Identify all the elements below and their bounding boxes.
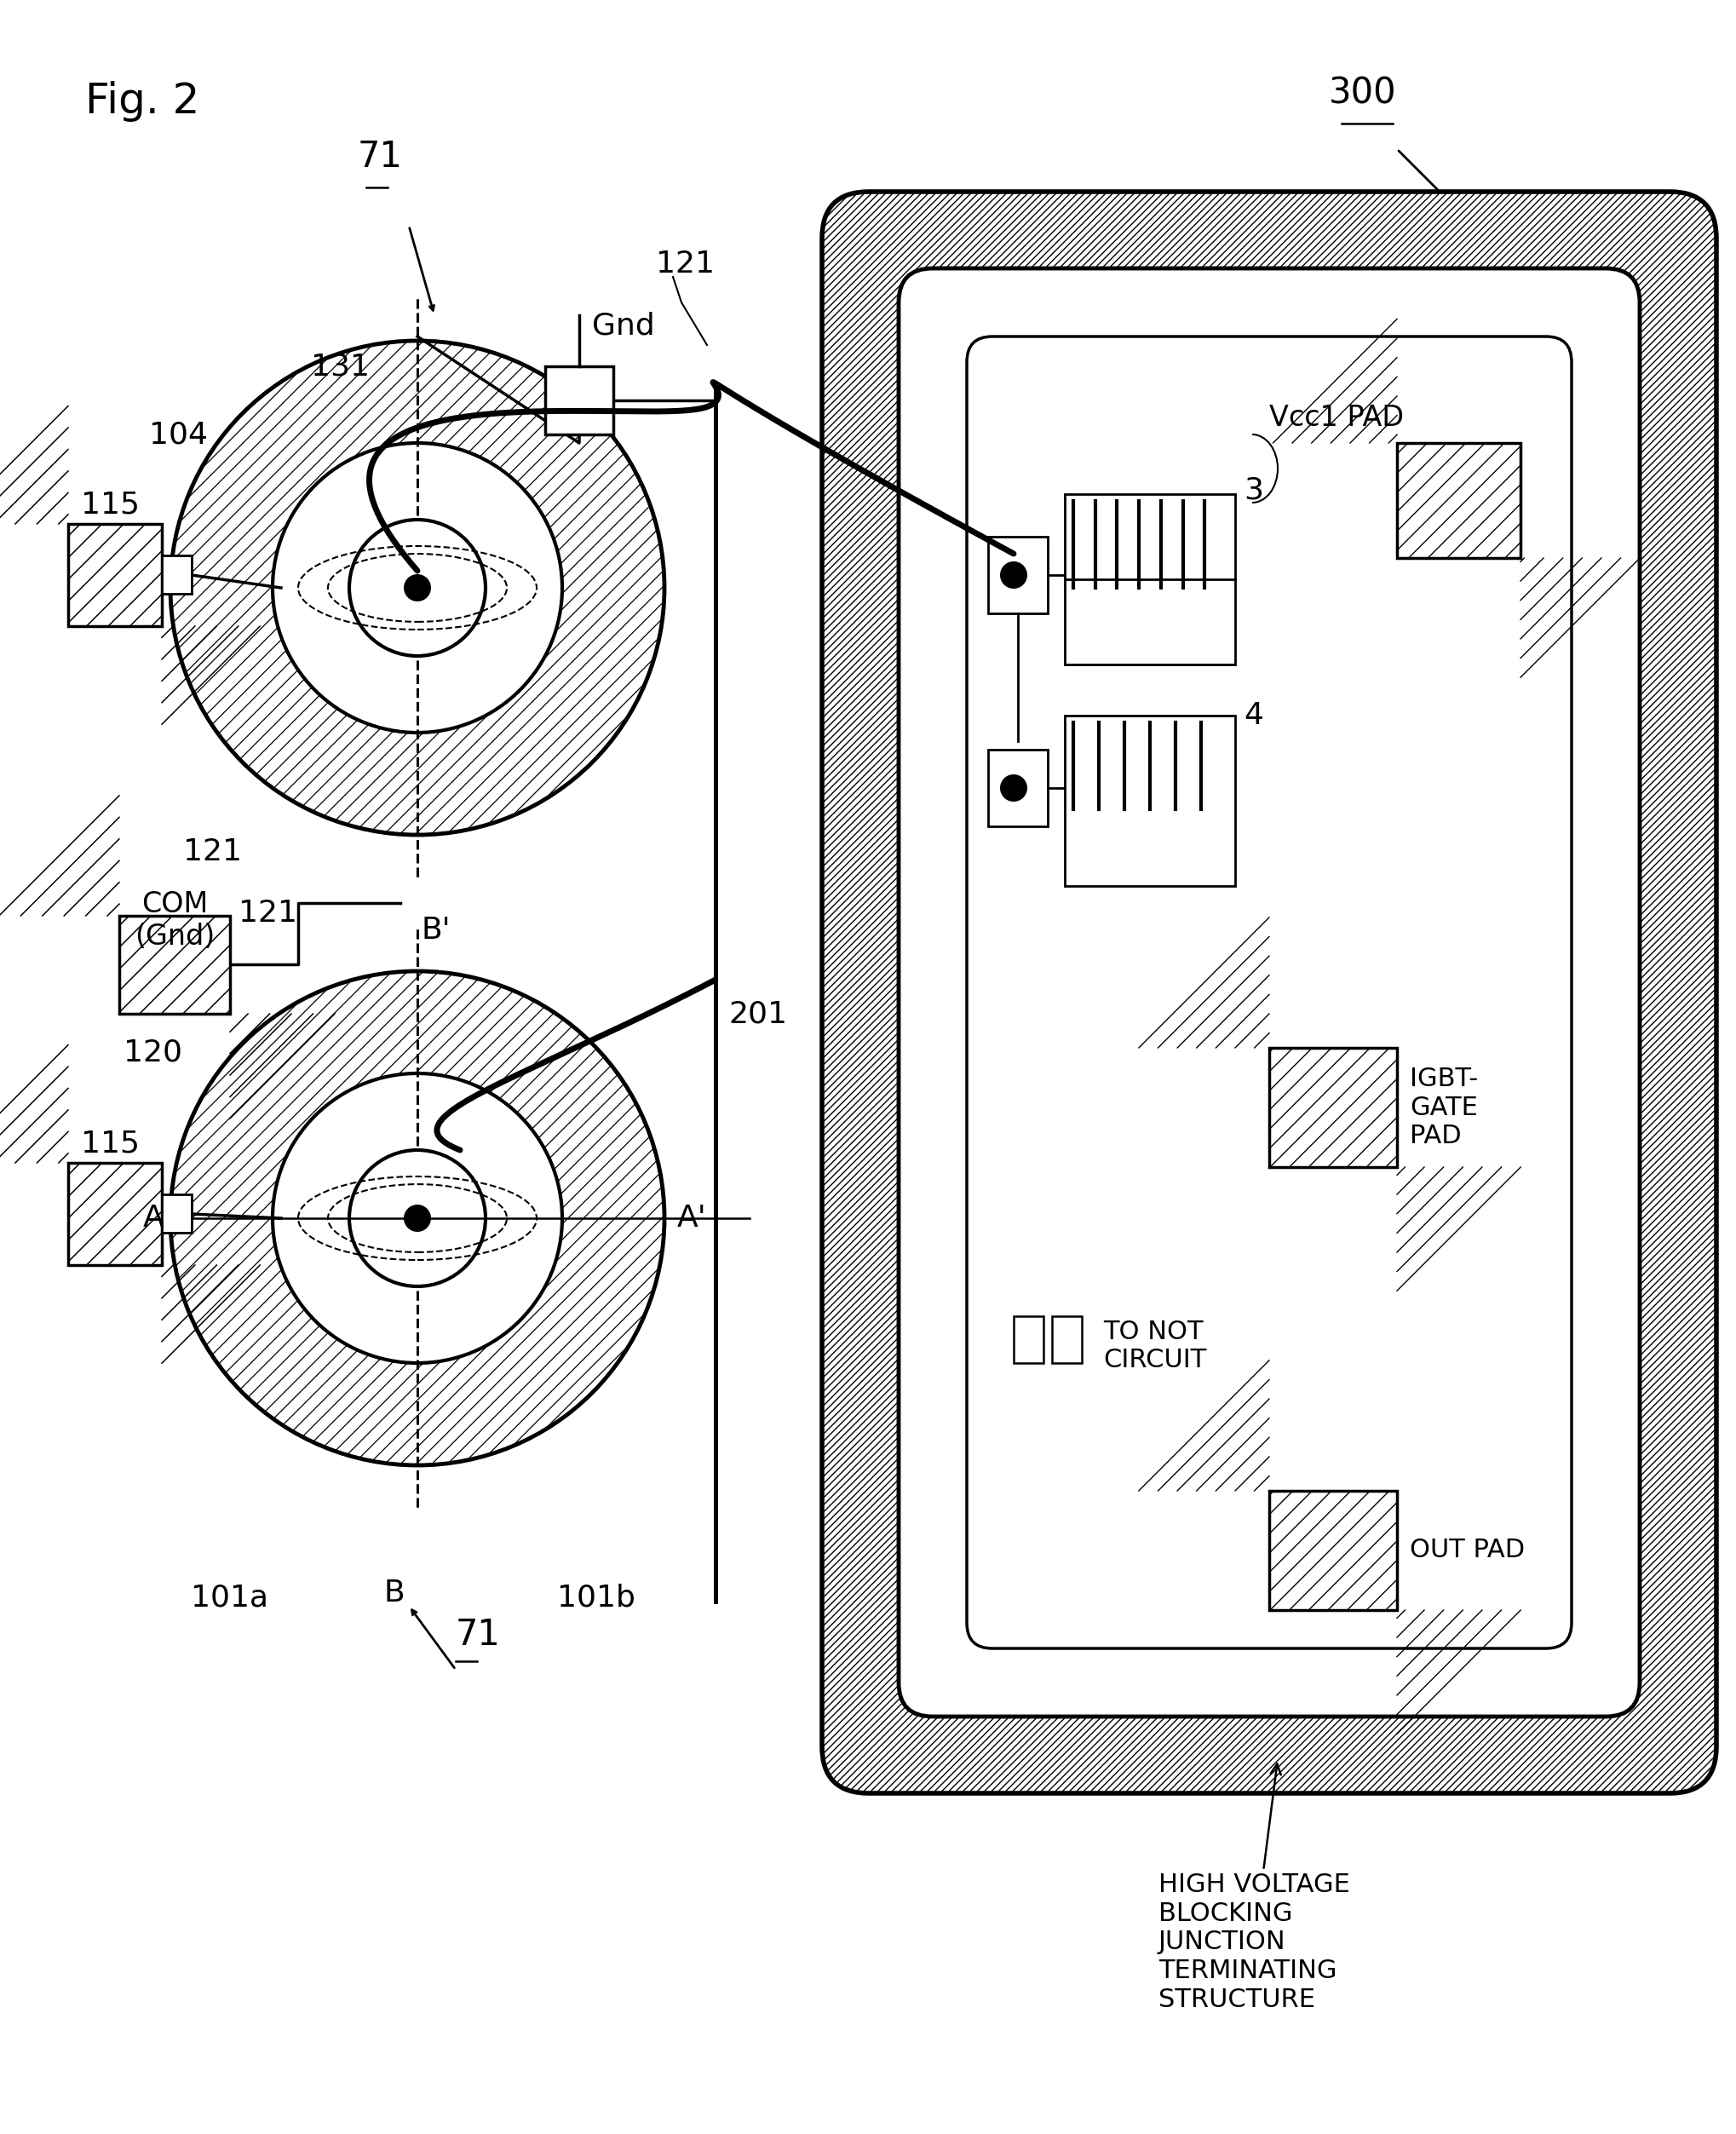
Bar bbox=[1397, 444, 1521, 557]
Bar bbox=[1064, 495, 1234, 664]
Bar bbox=[1052, 1317, 1082, 1364]
FancyBboxPatch shape bbox=[823, 192, 1717, 1793]
Text: 4: 4 bbox=[1243, 702, 1264, 730]
Circle shape bbox=[273, 1073, 562, 1364]
Text: Fig. 2: Fig. 2 bbox=[85, 81, 200, 122]
Text: 300: 300 bbox=[1330, 75, 1397, 111]
Circle shape bbox=[349, 1150, 486, 1287]
Text: A': A' bbox=[677, 1204, 707, 1233]
Circle shape bbox=[404, 574, 431, 602]
Text: B: B bbox=[384, 1579, 404, 1607]
Circle shape bbox=[1000, 775, 1028, 802]
Bar bbox=[988, 536, 1049, 612]
Bar bbox=[161, 555, 191, 593]
Text: 121: 121 bbox=[656, 250, 715, 280]
Text: 71: 71 bbox=[358, 139, 403, 175]
Bar bbox=[1064, 715, 1234, 886]
Circle shape bbox=[1000, 561, 1028, 589]
Bar bbox=[1269, 1048, 1397, 1167]
Text: OUT PAD: OUT PAD bbox=[1410, 1539, 1524, 1562]
Circle shape bbox=[273, 444, 562, 732]
Circle shape bbox=[170, 341, 665, 834]
Text: HIGH VOLTAGE
BLOCKING
JUNCTION
TERMINATING
STRUCTURE: HIGH VOLTAGE BLOCKING JUNCTION TERMINATI… bbox=[1158, 1765, 1351, 2012]
Bar bbox=[1014, 1317, 1043, 1364]
Text: IGBT-
GATE
PAD: IGBT- GATE PAD bbox=[1410, 1067, 1477, 1148]
Text: B': B' bbox=[422, 915, 451, 945]
Bar bbox=[120, 915, 229, 1014]
Text: TO NOT
CIRCUIT: TO NOT CIRCUIT bbox=[1102, 1319, 1207, 1372]
Bar bbox=[545, 367, 613, 435]
Text: COM
(Gnd): COM (Gnd) bbox=[134, 890, 215, 952]
Bar bbox=[1269, 1492, 1397, 1609]
Text: 71: 71 bbox=[457, 1618, 500, 1652]
Text: A: A bbox=[142, 1204, 163, 1233]
Text: 201: 201 bbox=[729, 999, 786, 1029]
Text: 120: 120 bbox=[123, 1037, 182, 1067]
Bar bbox=[68, 525, 161, 625]
Text: 121: 121 bbox=[182, 837, 241, 866]
Bar bbox=[68, 1163, 161, 1265]
Text: 131: 131 bbox=[311, 352, 370, 380]
Circle shape bbox=[349, 521, 486, 655]
Circle shape bbox=[404, 1204, 431, 1231]
Text: 115: 115 bbox=[82, 491, 141, 519]
FancyBboxPatch shape bbox=[899, 269, 1641, 1716]
Text: 101b: 101b bbox=[557, 1583, 635, 1611]
Text: Vcc1 PAD: Vcc1 PAD bbox=[1269, 403, 1404, 431]
Text: 101a: 101a bbox=[191, 1583, 269, 1611]
FancyBboxPatch shape bbox=[967, 337, 1571, 1647]
Circle shape bbox=[170, 971, 665, 1466]
Bar bbox=[161, 1195, 191, 1233]
Text: 115: 115 bbox=[82, 1129, 141, 1159]
Text: 3: 3 bbox=[1243, 476, 1264, 504]
Bar bbox=[988, 749, 1049, 826]
Text: Gnd: Gnd bbox=[592, 312, 654, 339]
Text: 121: 121 bbox=[238, 898, 297, 928]
Text: 104: 104 bbox=[149, 420, 208, 448]
